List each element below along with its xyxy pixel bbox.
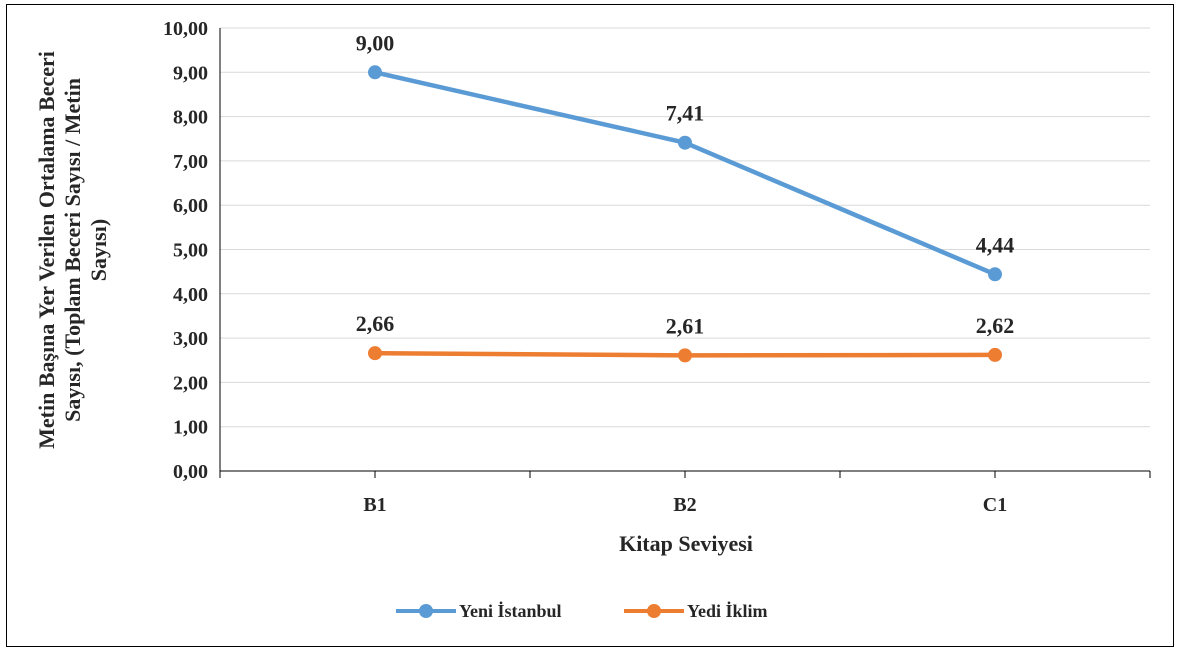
data-label: 2,62: [976, 313, 1015, 338]
x-tick-label: B2: [673, 494, 696, 516]
y-tick-label: 5,00: [173, 240, 208, 262]
y-tick-label: 8,00: [173, 107, 208, 129]
gridlines: [220, 27, 1150, 428]
data-labels: 9,00 7,41 4,44 2,66 2,61 2,62: [356, 30, 1015, 338]
axes: [219, 28, 1151, 478]
data-label: 7,41: [666, 101, 705, 126]
y-axis-title-line-3: Sayısı): [86, 219, 111, 281]
data-point: [368, 65, 382, 80]
y-axis-title-line-1: Metin Başına Yer Verilen Ortalama Beceri: [34, 51, 59, 449]
x-axis-title: Kitap Seviyesi: [619, 531, 753, 556]
data-label: 9,00: [356, 30, 395, 55]
y-tick-label: 1,00: [173, 417, 208, 439]
y-tick-label: 3,00: [173, 328, 208, 350]
series: [368, 65, 1002, 363]
data-point: [678, 348, 692, 363]
legend-marker-yeni-istanbul: [419, 604, 433, 618]
y-tick-label: 0,00: [173, 461, 208, 483]
x-tick-label: C1: [983, 494, 1007, 516]
data-point: [368, 346, 382, 361]
chart-frame: [6, 4, 1174, 647]
x-axis-ticks: B1 B2 C1: [363, 494, 1007, 516]
y-axis-title-line-2: Sayısı, (Toplam Beceri Sayısı / Metin: [60, 78, 85, 422]
y-tick-label: 9,00: [173, 62, 208, 84]
data-label: 2,66: [356, 311, 395, 336]
y-tick-label: 7,00: [173, 151, 208, 173]
data-label: 2,61: [666, 313, 705, 338]
y-tick-label: 4,00: [173, 284, 208, 306]
legend-marker-yedi-iklim: [647, 604, 661, 618]
data-point: [988, 267, 1002, 282]
data-point: [988, 347, 1002, 362]
legend-label-yeni-istanbul: Yeni İstanbul: [459, 601, 562, 621]
y-tick-label: 6,00: [173, 195, 208, 217]
x-tick-label: B1: [363, 494, 386, 516]
data-label: 4,44: [976, 232, 1015, 257]
y-tick-label: 2,00: [173, 372, 208, 394]
data-point: [678, 135, 692, 150]
legend-label-yedi-iklim: Yedi İklim: [687, 601, 768, 621]
y-axis-ticks: 0,00 1,00 2,00 3,00 4,00 5,00 6,00 7,00 8,00 9,00…: [163, 18, 208, 483]
legend: Yeni İstanbul Yedi İklim: [396, 601, 768, 621]
y-tick-label: 10,00: [163, 18, 208, 40]
